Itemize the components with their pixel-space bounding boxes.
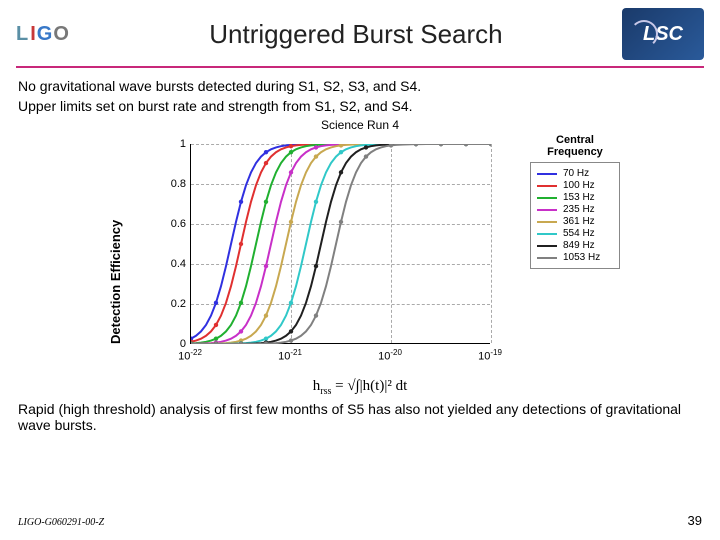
ligo-logo: LIGO — [16, 23, 70, 46]
hrss-formula: hrss = √∫|h(t)|² dt — [0, 378, 720, 397]
legend-item: 361 Hz — [537, 216, 613, 227]
document-id: LIGO-G060291-00-Z — [18, 517, 104, 528]
legend-item: 70 Hz — [537, 168, 613, 179]
legend-item: 153 Hz — [537, 192, 613, 203]
legend: 70 Hz100 Hz153 Hz235 Hz361 Hz554 Hz849 H… — [530, 162, 620, 269]
page-title: Untriggered Burst Search — [70, 19, 622, 50]
legend-item: 849 Hz — [537, 240, 613, 251]
legend-title: Central Frequency — [530, 134, 620, 158]
body-text-3: Rapid (high threshold) analysis of first… — [0, 399, 720, 435]
body-text-2: Upper limits set on burst rate and stren… — [0, 96, 720, 116]
legend-item: 235 Hz — [537, 204, 613, 215]
chart-title: Science Run 4 — [0, 118, 720, 132]
legend-item: 1053 Hz — [537, 252, 613, 263]
detection-efficiency-chart: Central Frequency 70 Hz100 Hz153 Hz235 H… — [140, 134, 580, 374]
legend-item: 100 Hz — [537, 180, 613, 191]
page-number: 39 — [688, 513, 702, 528]
divider — [16, 66, 704, 68]
legend-item: 554 Hz — [537, 228, 613, 239]
yaxis-label: Detection Efficiency — [108, 220, 123, 344]
lsc-logo: LSC — [622, 8, 704, 60]
body-text-1: No gravitational wave bursts detected du… — [0, 76, 720, 96]
